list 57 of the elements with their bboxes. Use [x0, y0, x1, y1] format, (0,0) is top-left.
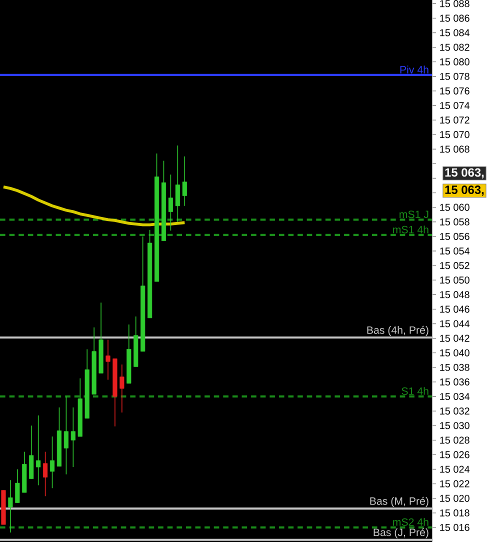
y-tick-label: 15 056 [440, 232, 470, 240]
ref-line-label: Bas (4h, Pré) [367, 326, 428, 336]
y-tick-label: 15 052 [440, 262, 470, 270]
y-tick-label: 15 026 [440, 451, 470, 458]
y-tick-label: 15 024 [440, 466, 470, 473]
y-tick-label: 15 040 [440, 349, 470, 356]
candlestick [15, 468, 20, 504]
candlestick [29, 425, 34, 480]
candlestick [43, 451, 48, 497]
y-tick-label: 15 028 [440, 436, 470, 444]
y-tick-label: 15 084 [440, 29, 470, 36]
y-tick-label: 15 058 [440, 218, 470, 226]
ref-line-label: mS2 4h [393, 518, 428, 526]
y-tick-label: 15 032 [440, 408, 470, 415]
y-tick-label: 15 046 [440, 306, 470, 313]
y-tick-label: 15 036 [440, 378, 470, 386]
candlestick [175, 145, 180, 222]
ref-line-label: S1 4h [402, 387, 428, 395]
candlestick [168, 174, 173, 232]
ref-line-label: Bas (J, Pré) [374, 528, 428, 538]
y-tick-label: 15 088 [440, 0, 470, 8]
text: 15 063, [445, 186, 484, 196]
y-tick-label: 15 080 [440, 58, 470, 66]
y-tick-label: 15 048 [440, 291, 470, 298]
y-tick-label: 15 044 [440, 320, 470, 328]
y-tick-label: 15 072 [440, 116, 470, 124]
candlestick [106, 339, 110, 380]
y-tick-label: 15 034 [440, 392, 470, 400]
y-tick-label: 15 018 [440, 509, 470, 516]
ref-line-label: mS1 J [400, 210, 428, 218]
y-tick-label: 15 078 [440, 72, 470, 80]
ref-line-label: Bas (M, Pré) [370, 496, 428, 507]
y-tick-label: 15 074 [440, 102, 470, 110]
candlestick [8, 480, 13, 533]
candlestick [120, 364, 124, 413]
candlestick [64, 396, 68, 475]
y-tick-label: 15 076 [440, 87, 470, 94]
y-tick-label: 15 038 [440, 364, 470, 371]
y-tick-label: 15 016 [440, 524, 470, 531]
y-tick-label: 15 030 [440, 422, 470, 430]
candlestick [70, 407, 76, 468]
y-tick-label: 15 042 [440, 334, 470, 342]
y-tick-label: 15 050 [440, 276, 470, 284]
candlestick [36, 415, 41, 486]
y-tick-label: 15 068 [440, 146, 470, 153]
ref-line-label: Piv 4h [400, 66, 428, 74]
y-tick-label: 15 070 [440, 131, 470, 138]
y-tick-label: 15 022 [440, 480, 470, 488]
y-tick-label: 15 082 [440, 44, 470, 51]
candlestick [50, 436, 55, 489]
y-tick-label: 15 086 [440, 14, 470, 22]
y-tick-label: 15 054 [440, 247, 470, 255]
y-tick-label: 15 060 [440, 204, 470, 211]
text: 15 063, [445, 168, 484, 178]
y-tick-label: 15 020 [440, 494, 470, 502]
candlestick [182, 156, 187, 206]
ref-line-label: mS1 4h [393, 226, 428, 234]
